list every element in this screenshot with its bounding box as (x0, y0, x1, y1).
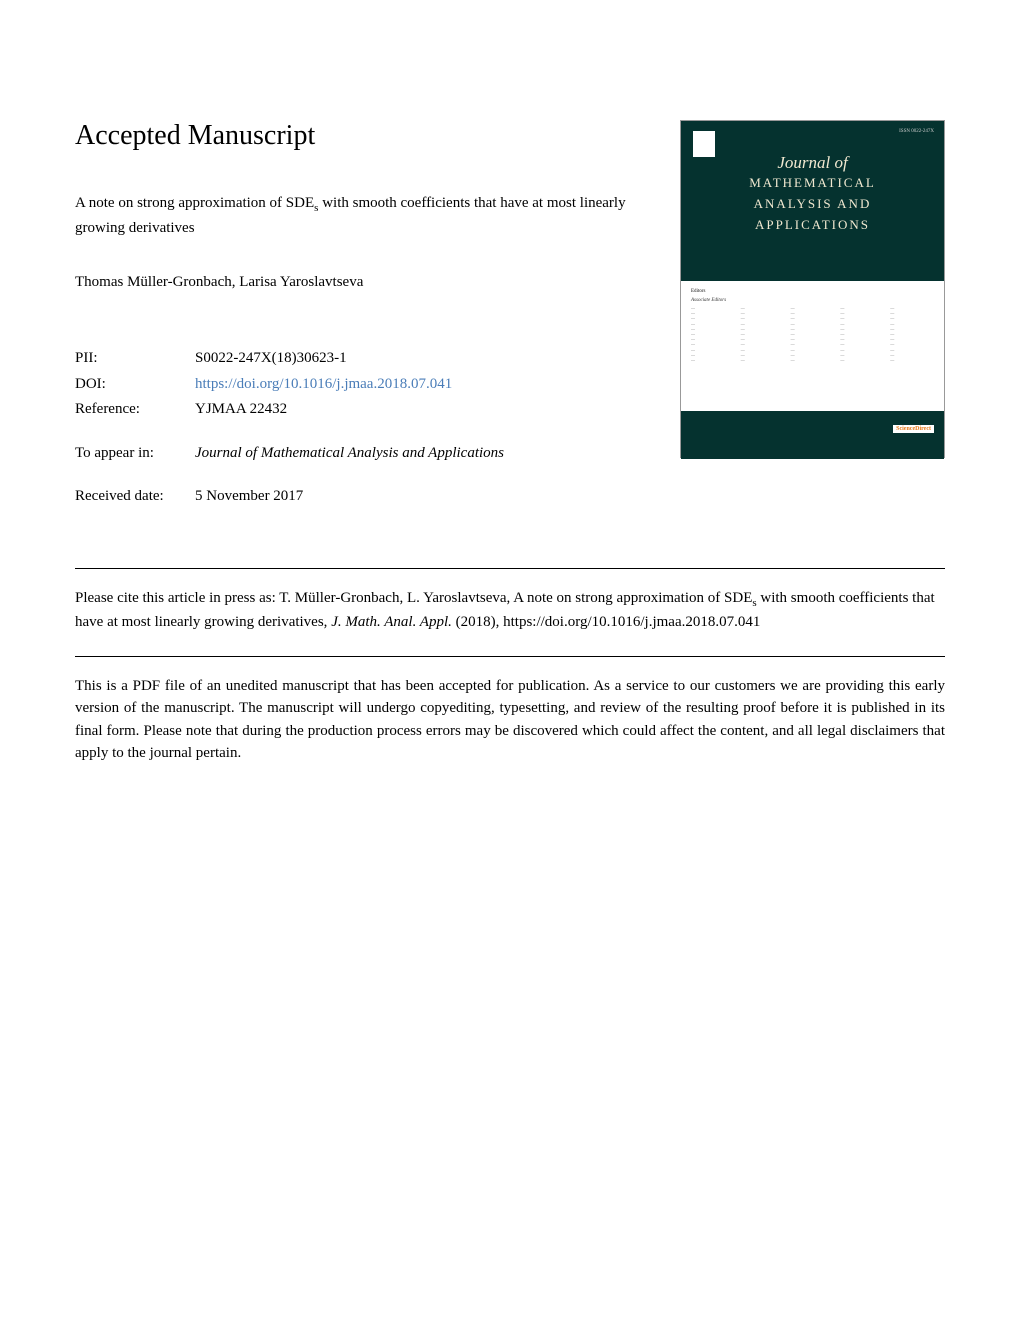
cover-issn: ISSN 0022-247X (899, 129, 934, 134)
doi-link[interactable]: https://doi.org/10.1016/j.jmaa.2018.07.0… (195, 372, 650, 398)
doi-row: DOI: https://doi.org/10.1016/j.jmaa.2018… (75, 372, 650, 398)
citation-text: Please cite this article in press as: T.… (75, 587, 945, 634)
cover-header: ISSN 0022-247X Journal of MATHEMATICAL A… (681, 121, 944, 281)
cover-editors-panel: Editors Associate Editors ————— ————— ——… (681, 281, 944, 411)
received-label: Received date: (75, 484, 195, 510)
reference-value: YJMAA 22432 (195, 397, 650, 423)
citation-prefix: Please cite this article in press as: T.… (75, 590, 752, 606)
cover-footer: ScienceDirect (681, 411, 944, 459)
authors: Thomas Müller-Gronbach, Larisa Yaroslavt… (75, 274, 650, 291)
cover-journal-of: Journal of (691, 153, 934, 173)
pii-row: PII: S0022-247X(18)30623-1 (75, 346, 650, 372)
appear-value: Journal of Mathematical Analysis and App… (195, 441, 650, 467)
cover-editors-label: Editors (691, 289, 934, 294)
article-title: A note on strong approximation of SDEs w… (75, 192, 650, 239)
appear-row: To appear in: Journal of Mathematical An… (75, 441, 650, 467)
received-row: Received date: 5 November 2017 (75, 484, 650, 510)
reference-label: Reference: (75, 397, 195, 423)
page-title: Accepted Manuscript (75, 120, 650, 152)
journal-cover-thumbnail: ISSN 0022-247X Journal of MATHEMATICAL A… (680, 120, 945, 458)
cover-name-2: ANALYSIS AND (691, 194, 934, 215)
doi-label: DOI: (75, 372, 195, 398)
divider-bottom (75, 656, 945, 657)
cover-name-3: APPLICATIONS (691, 215, 934, 236)
disclaimer-text: This is a PDF file of an unedited manusc… (75, 675, 945, 765)
cover-name-1: MATHEMATICAL (691, 173, 934, 194)
elsevier-logo-icon (693, 131, 715, 157)
title-part1: A note on strong approximation of SDE (75, 195, 314, 211)
pii-value: S0022-247X(18)30623-1 (195, 346, 650, 372)
appear-label: To appear in: (75, 441, 195, 467)
sciencedirect-badge: ScienceDirect (893, 425, 934, 433)
cover-names-grid: ————— ————— ————— ————— ————— ————— ————… (691, 305, 934, 362)
divider-top (75, 568, 945, 569)
citation-year: (2018), https://doi.org/10.1016/j.jmaa.2… (452, 614, 760, 630)
cover-assoc-label: Associate Editors (691, 298, 934, 303)
reference-row: Reference: YJMAA 22432 (75, 397, 650, 423)
pii-label: PII: (75, 346, 195, 372)
meta-table: PII: S0022-247X(18)30623-1 DOI: https://… (75, 346, 650, 510)
citation-journal: J. Math. Anal. Appl. (331, 614, 452, 630)
received-value: 5 November 2017 (195, 484, 650, 510)
